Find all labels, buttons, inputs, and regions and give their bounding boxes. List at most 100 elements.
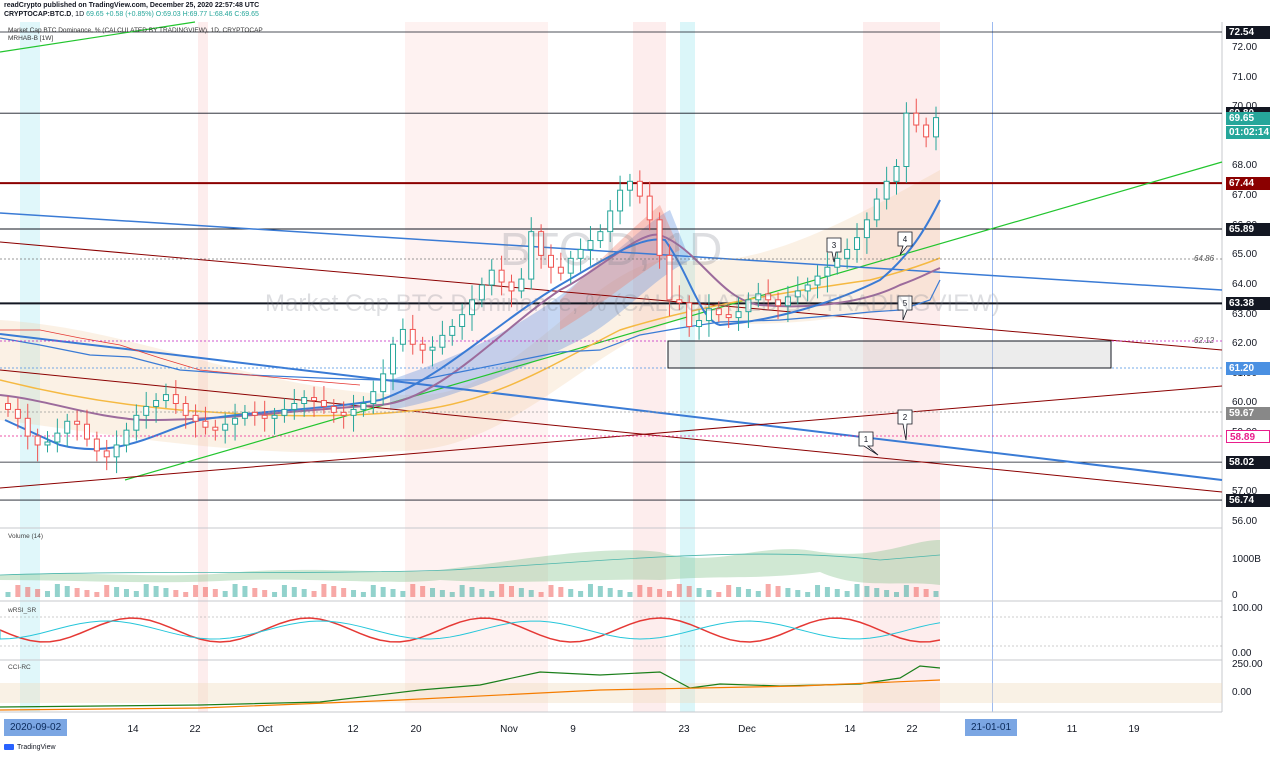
highlight-band — [405, 22, 548, 712]
volume-bar — [321, 584, 327, 597]
volume-bar — [291, 587, 297, 597]
volume-bar — [360, 592, 366, 597]
indicator-label: MRHAB-B [1W] — [8, 35, 54, 42]
tradingview-brand[interactable]: TradingView — [4, 744, 56, 751]
candle-body — [44, 441, 51, 446]
candle-body — [172, 394, 179, 404]
highlight-band — [680, 22, 695, 712]
candle-body — [933, 117, 939, 138]
volume-bar — [894, 592, 900, 597]
volume-bar — [272, 592, 278, 597]
time-axis-tick: 14 — [127, 724, 139, 735]
price-axis-tick: 57.00 — [1232, 486, 1258, 498]
volume-bar — [548, 585, 554, 597]
volume-bar — [94, 592, 100, 597]
volume-bar — [400, 591, 406, 597]
highlight-band — [992, 22, 993, 712]
price-axis-tick: 60.00 — [1232, 397, 1258, 409]
volume-bar — [696, 588, 702, 597]
time-axis-tick: 23 — [678, 724, 690, 735]
price-change: +0.58 (+0.85%) — [105, 11, 154, 18]
time-axis-tick: 12 — [347, 724, 359, 735]
candle-body — [133, 414, 140, 431]
price-badge: 58.89 — [1226, 430, 1270, 444]
volume-bar — [74, 588, 80, 597]
volume-bar — [64, 586, 70, 597]
candle-body — [587, 240, 594, 250]
volume-tick: 0 — [1232, 590, 1238, 601]
publisher-line: readCrypto published on TradingView.com,… — [4, 2, 260, 9]
volume-bar — [143, 584, 149, 597]
price-axis-tick: 65.00 — [1232, 249, 1258, 261]
price-badge: 69.65 — [1226, 111, 1270, 125]
price-candles — [5, 98, 939, 474]
candle-body — [271, 414, 278, 419]
moving-averages — [0, 199, 941, 450]
candle-body — [646, 195, 653, 221]
volume-bar — [686, 586, 692, 597]
volume-bar — [370, 585, 376, 597]
candle-body — [449, 325, 456, 336]
candle-body — [597, 231, 604, 242]
candle-body — [617, 189, 624, 212]
red-trend-upper — [0, 241, 1223, 351]
cci-pane — [0, 665, 1222, 711]
highlight-band — [20, 22, 40, 712]
time-axis-tick: 19 — [1128, 724, 1140, 735]
candle-body — [755, 293, 762, 301]
price-axis-tick: 64.00 — [1232, 278, 1258, 290]
volume-tick: 1000B — [1232, 554, 1261, 565]
volume-bar — [824, 587, 830, 597]
candle-body — [626, 180, 633, 191]
consolidation-box[interactable] — [667, 340, 1112, 369]
level-annotation: 62.12 — [1194, 336, 1215, 345]
candle-body — [429, 346, 436, 351]
rsi-pane-label: wRSI_SR — [8, 607, 37, 614]
volume-bar — [242, 586, 248, 597]
candle-body — [350, 408, 357, 416]
price-badge: 01:02:14 — [1226, 126, 1270, 140]
rsi-pane — [0, 616, 1222, 647]
volume-bar — [775, 586, 781, 597]
candle-body — [735, 311, 742, 319]
volume-bar — [607, 588, 613, 597]
candle-body — [390, 343, 397, 375]
volume-bar — [528, 590, 534, 597]
volume-bar — [459, 585, 465, 597]
volume-bar — [903, 585, 909, 597]
candle-body — [478, 284, 485, 301]
volume-bar — [785, 588, 791, 597]
volume-bar — [765, 584, 771, 597]
volume-bar — [587, 584, 593, 597]
candle-body — [775, 299, 782, 307]
candle-body — [301, 397, 308, 404]
candle-body — [686, 302, 693, 327]
candle-body — [93, 438, 100, 452]
volume-bar — [755, 591, 761, 597]
wave-label-3[interactable]: 3 — [826, 237, 842, 263]
time-axis-tick: 22 — [189, 724, 201, 735]
volume-bar — [212, 589, 218, 597]
volume-bar — [351, 590, 357, 597]
volume-bar — [489, 591, 495, 597]
candle-body — [814, 275, 821, 286]
volume-pane — [0, 540, 941, 597]
price-badge: 59.67 — [1226, 407, 1270, 421]
volume-bar — [568, 589, 574, 597]
candle-body — [113, 444, 120, 458]
time-axis-tick: 9 — [570, 724, 576, 735]
volume-bar — [232, 584, 238, 597]
wave-label-5[interactable]: 5 — [897, 295, 913, 321]
wave-label-4[interactable]: 4 — [897, 231, 913, 256]
tradingview-logo-icon — [4, 744, 14, 751]
wave-label-1[interactable]: 1 — [858, 431, 879, 456]
volume-bar — [202, 587, 208, 597]
candle-body — [212, 426, 219, 431]
candle-body — [903, 112, 910, 167]
price-badge: 72.54 — [1226, 26, 1270, 39]
candle-body — [893, 165, 900, 182]
wave-label-2[interactable]: 2 — [897, 409, 913, 441]
price-badge: 61.20 — [1226, 361, 1270, 375]
volume-bar — [578, 591, 584, 597]
